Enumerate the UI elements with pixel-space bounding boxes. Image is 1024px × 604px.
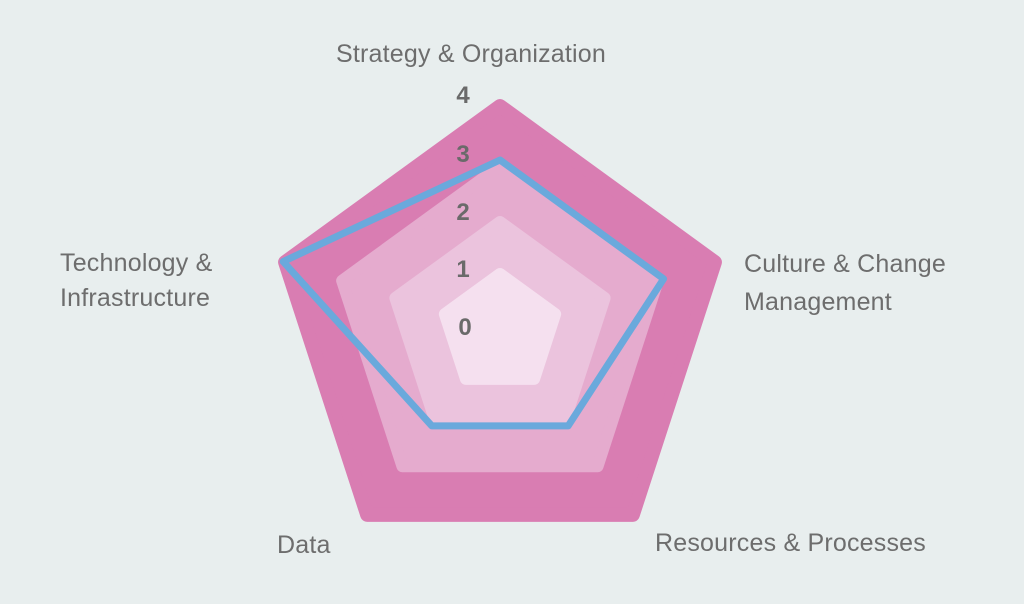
tick-2: 2 (456, 199, 470, 226)
axis-label-data: Data (277, 531, 331, 559)
axis-label-technology-line1: Technology & (60, 249, 213, 277)
axis-label-strategy: Strategy & Organization (336, 40, 607, 68)
axis-label-technology-line2: Infrastructure (60, 284, 211, 312)
tick-4: 4 (456, 82, 470, 109)
axis-label-culture-line1: Culture & Change (744, 250, 946, 278)
grid-ring-0 (438, 268, 562, 385)
axis-label-resources: Resources & Processes (655, 529, 926, 557)
tick-0: 0 (458, 314, 472, 341)
tick-3: 3 (456, 141, 470, 168)
series-score-line (279, 156, 668, 430)
tick-1: 1 (456, 256, 470, 283)
axis-label-culture-line2: Management (744, 288, 892, 316)
